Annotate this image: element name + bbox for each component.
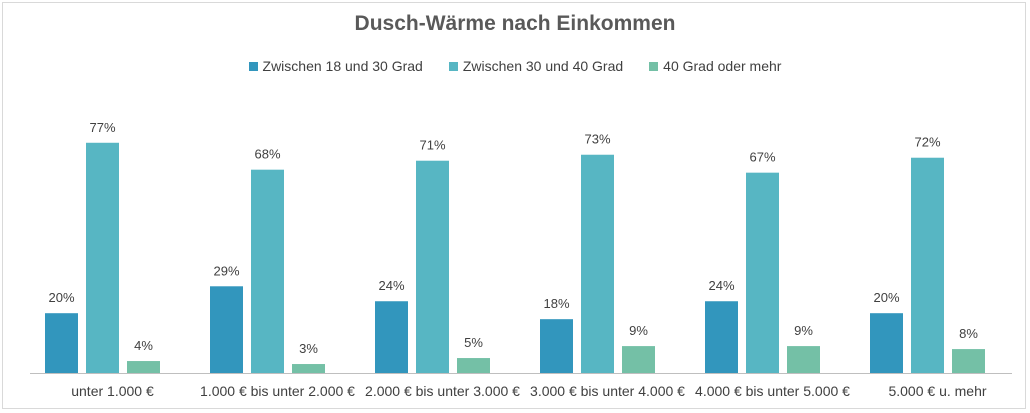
legend-item-series-2: Zwischen 30 und 40 Grad bbox=[448, 58, 624, 74]
data-label-s3-c5: 9% bbox=[794, 323, 813, 338]
bar-s2-c2 bbox=[251, 169, 284, 373]
bar-s2-c5 bbox=[746, 172, 779, 373]
data-label-s1-c1: 20% bbox=[48, 290, 74, 305]
bar-s3-c5 bbox=[787, 346, 820, 373]
legend-swatch-series-2 bbox=[448, 61, 458, 71]
legend-swatch-series-1 bbox=[248, 61, 258, 71]
bar-s1-c6 bbox=[870, 313, 903, 373]
bar-s2-c4 bbox=[581, 154, 614, 373]
category-label-4: 3.000 € bis unter 4.000 € bbox=[530, 383, 685, 399]
data-label-s2-c5: 67% bbox=[749, 150, 775, 165]
data-label-s3-c4: 9% bbox=[629, 323, 648, 338]
chart-legend: Zwischen 18 und 30 Grad Zwischen 30 und … bbox=[0, 58, 1030, 74]
bar-s3-c2 bbox=[292, 364, 325, 373]
data-label-s2-c1: 77% bbox=[89, 120, 115, 135]
data-label-s3-c2: 3% bbox=[299, 341, 318, 356]
data-label-s3-c3: 5% bbox=[464, 335, 483, 350]
bar-s3-c1 bbox=[127, 361, 160, 373]
legend-label-series-2: Zwischen 30 und 40 Grad bbox=[462, 58, 624, 74]
bar-s1-c3 bbox=[375, 301, 408, 373]
bar-s3-c6 bbox=[952, 349, 985, 373]
bar-s1-c1 bbox=[45, 313, 78, 373]
legend-label-series-1: Zwischen 18 und 30 Grad bbox=[262, 58, 423, 74]
data-label-s3-c6: 8% bbox=[959, 326, 978, 341]
bar-s3-c4 bbox=[622, 346, 655, 373]
category-label-3: 2.000 € bis unter 3.000 € bbox=[365, 383, 520, 399]
bar-s3-c3 bbox=[457, 358, 490, 373]
bar-s2-c1 bbox=[86, 142, 119, 373]
legend-item-series-3: 40 Grad oder mehr bbox=[649, 58, 781, 74]
data-label-s1-c4: 18% bbox=[543, 296, 569, 311]
bar-s1-c2 bbox=[210, 286, 243, 373]
category-label-1: unter 1.000 € bbox=[71, 383, 154, 399]
legend-item-series-1: Zwischen 18 und 30 Grad bbox=[248, 58, 423, 74]
chart-frame bbox=[2, 2, 1026, 409]
data-label-s1-c2: 29% bbox=[213, 263, 239, 278]
chart-title: Dusch-Wärme nach Einkommen bbox=[354, 12, 676, 35]
category-label-6: 5.000 € u. mehr bbox=[888, 383, 986, 399]
bar-s2-c6 bbox=[911, 157, 944, 373]
data-label-s2-c3: 71% bbox=[419, 138, 445, 153]
data-label-s3-c1: 4% bbox=[134, 338, 153, 353]
bar-s1-c5 bbox=[705, 301, 738, 373]
data-label-s2-c4: 73% bbox=[584, 132, 610, 147]
category-label-2: 1.000 € bis unter 2.000 € bbox=[200, 383, 355, 399]
category-label-5: 4.000 € bis unter 5.000 € bbox=[695, 383, 850, 399]
data-label-s2-c2: 68% bbox=[254, 147, 280, 162]
data-label-s1-c3: 24% bbox=[378, 278, 404, 293]
data-label-s2-c6: 72% bbox=[914, 135, 940, 150]
bar-s1-c4 bbox=[540, 319, 573, 373]
data-label-s1-c6: 20% bbox=[873, 290, 899, 305]
bar-s2-c3 bbox=[416, 160, 449, 373]
data-label-s1-c5: 24% bbox=[708, 278, 734, 293]
legend-swatch-series-3 bbox=[649, 61, 659, 71]
legend-label-series-3: 40 Grad oder mehr bbox=[663, 58, 782, 74]
